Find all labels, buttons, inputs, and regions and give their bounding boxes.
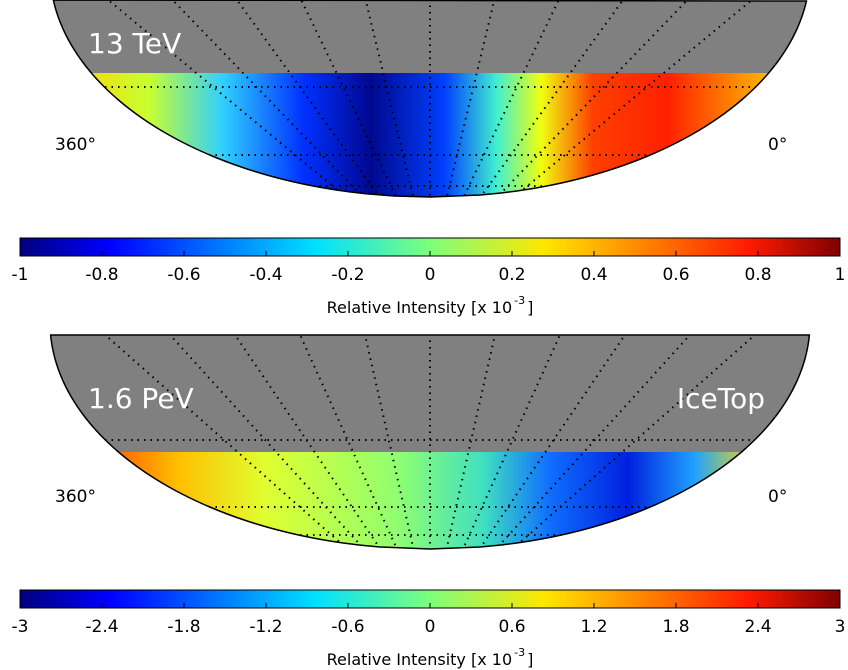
meridian bbox=[477, 0, 727, 197]
tick-label: 0.4 bbox=[580, 265, 607, 285]
tick-label: 0.6 bbox=[498, 617, 525, 637]
tick-label: 0.6 bbox=[662, 265, 689, 285]
tick-label: 2.4 bbox=[744, 617, 771, 637]
ra-left: 360° bbox=[55, 135, 96, 155]
tick-label: -0.6 bbox=[331, 617, 364, 637]
meridian bbox=[281, 335, 407, 549]
colorbar-label: Relative Intensity [x 10 -3] bbox=[327, 294, 534, 317]
label-exponent: -3 bbox=[514, 294, 525, 307]
label-text: Relative Intensity [x 10 bbox=[327, 650, 513, 669]
ra-right: 0° bbox=[768, 487, 787, 507]
tick-label: -3 bbox=[12, 617, 29, 637]
colorbar-label: Relative Intensity [x 10 -3] bbox=[327, 646, 534, 669]
tick-label: 1 bbox=[835, 265, 846, 285]
meridian bbox=[59, 335, 371, 549]
label-end: ] bbox=[527, 650, 533, 669]
label-end: ] bbox=[527, 298, 533, 317]
tick-label: -1.2 bbox=[249, 617, 282, 637]
tick-label: -0.8 bbox=[85, 265, 118, 285]
meridian bbox=[465, 0, 653, 197]
label-exponent: -3 bbox=[514, 646, 525, 659]
tick-label: -1.8 bbox=[167, 617, 200, 637]
skymap bbox=[50, 335, 810, 549]
tick-label: 1.2 bbox=[580, 617, 607, 637]
meridian bbox=[489, 335, 801, 549]
tick-label: -1 bbox=[12, 265, 29, 285]
label-text: Relative Intensity [x 10 bbox=[327, 298, 513, 317]
tick-label: -0.4 bbox=[249, 265, 282, 285]
meridian bbox=[207, 0, 395, 197]
tick-label: -0.6 bbox=[167, 265, 200, 285]
tick-label: 0.8 bbox=[744, 265, 771, 285]
tick-label: -2.4 bbox=[85, 617, 118, 637]
tick-label: 3 bbox=[835, 617, 846, 637]
tick-label: 1.8 bbox=[662, 617, 689, 637]
map-title: 13 TeV bbox=[88, 27, 181, 60]
meridian bbox=[453, 335, 579, 549]
tick-label: 0 bbox=[425, 265, 436, 285]
map-title: 1.6 PeV bbox=[88, 382, 194, 415]
meridian bbox=[441, 335, 505, 549]
ra-left: 360° bbox=[55, 487, 96, 507]
meridian bbox=[355, 335, 419, 549]
map-outline bbox=[52, 0, 808, 198]
tick-label: 0 bbox=[425, 617, 436, 637]
map-outline bbox=[49, 334, 811, 550]
map-annotation: IceTop bbox=[677, 382, 765, 415]
tick-label: -0.2 bbox=[331, 265, 364, 285]
meridian bbox=[133, 0, 383, 197]
tick-label: 0.2 bbox=[498, 265, 525, 285]
ra-right: 0° bbox=[768, 135, 787, 155]
